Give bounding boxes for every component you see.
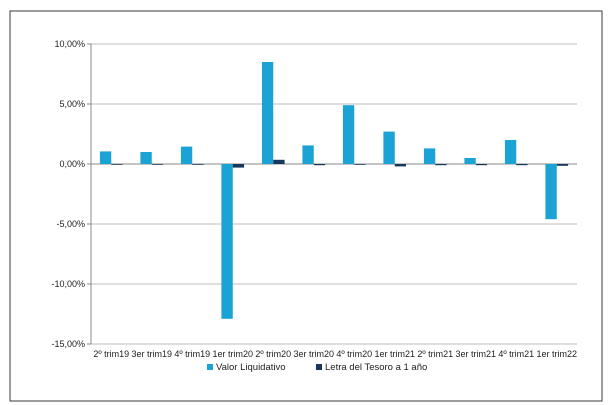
bar-letra-tesoro — [556, 164, 569, 166]
x-tick-label: 1er trim21 — [374, 349, 415, 359]
y-tick-label: -10,00% — [51, 279, 85, 289]
bar-valor-liquidativo — [140, 152, 152, 164]
x-tick-label: 4º trim21 — [498, 349, 534, 359]
legend: Valor Liquidativo Letra del Tesoro a 1 añ… — [207, 362, 427, 373]
chart-frame — [9, 10, 603, 402]
x-tick-label: 4º trim19 — [174, 349, 210, 359]
bar-letra-tesoro — [475, 164, 488, 166]
bar-letra-tesoro — [151, 164, 164, 165]
bar-letra-tesoro — [232, 164, 245, 168]
bar-valor-liquidativo — [261, 62, 274, 164]
bar-letra-tesoro — [313, 164, 326, 166]
x-tick-label: 1er trim20 — [212, 349, 253, 359]
bar-valor-liquidativo — [99, 151, 112, 164]
bar-valor-liquidativo — [342, 105, 355, 164]
legend-label: Valor Liquidativo — [216, 362, 286, 373]
bar-letra-tesoro — [192, 164, 204, 165]
x-tick-label: 2º trim21 — [417, 349, 453, 359]
bar-valor-liquidativo — [302, 145, 314, 164]
legend-swatch — [207, 364, 213, 370]
y-tick-label: 10,00% — [54, 39, 85, 49]
bar-valor-liquidativo — [423, 148, 436, 164]
bar-valor-liquidativo — [545, 164, 557, 220]
x-tick-label: 4º trim20 — [336, 349, 372, 359]
x-tick-label: 1er trim22 — [536, 349, 577, 359]
y-axis-ticks: -15,00% -10,00% -5,00% 0,00% 5,00% 10,00% — [51, 39, 92, 349]
y-tick-label: -15,00% — [51, 339, 85, 349]
x-tick-label: 2º trim20 — [255, 349, 291, 359]
x-axis-ticks: 2º trim19 3er trim19 4º trim19 1er trim20 2º… — [93, 349, 577, 359]
bar-valor-liquidativo — [383, 131, 395, 164]
x-tick-label: 3er trim21 — [455, 349, 496, 359]
bar-valor-liquidativo — [464, 158, 476, 164]
x-tick-label: 3er trim20 — [293, 349, 334, 359]
y-tick-label: 0,00% — [59, 159, 85, 169]
bar-letra-tesoro — [111, 164, 123, 165]
bar-valor-liquidativo — [504, 140, 517, 164]
y-tick-label: 5,00% — [59, 99, 85, 109]
y-tick-label: -5,00% — [56, 219, 85, 229]
legend-label: Letra del Tesoro a 1 año — [325, 362, 427, 373]
gridlines — [91, 43, 577, 345]
bar-letra-tesoro — [435, 164, 447, 166]
legend-swatch — [316, 364, 322, 370]
bars — [99, 62, 569, 319]
bar-valor-liquidativo — [180, 146, 193, 164]
bar-letra-tesoro — [273, 159, 285, 164]
x-tick-label: 2º trim19 — [93, 349, 129, 359]
bar-letra-tesoro — [354, 164, 366, 165]
bar-letra-tesoro — [394, 164, 407, 167]
bar-letra-tesoro — [516, 164, 528, 166]
bar-valor-liquidativo — [221, 164, 233, 319]
x-tick-label: 3er trim19 — [131, 349, 172, 359]
